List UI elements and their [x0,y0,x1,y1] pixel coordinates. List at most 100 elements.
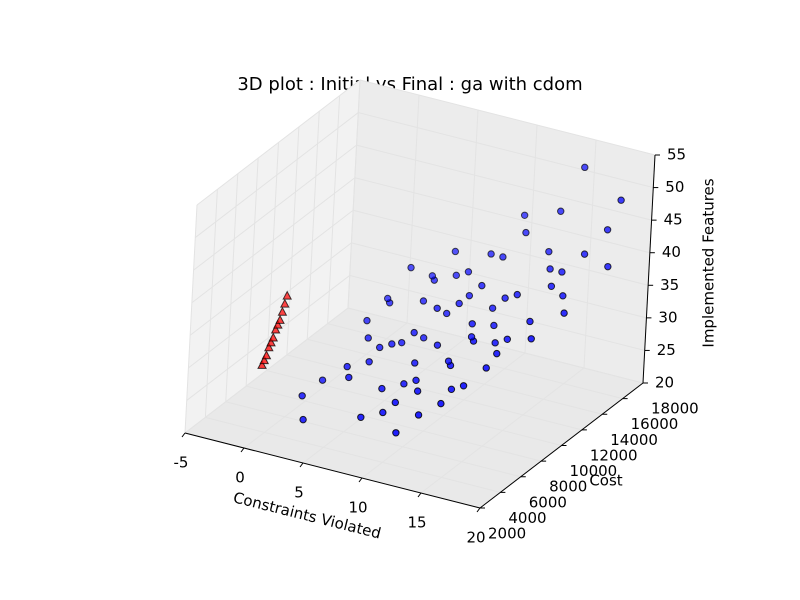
grid-line [225,173,239,402]
point [365,358,373,366]
point [617,196,625,204]
grid-line [327,95,341,324]
point [277,306,288,316]
point [560,309,568,317]
grid-line [351,242,647,319]
grid-line [356,144,652,221]
point [527,335,535,343]
point [501,294,509,302]
grid-line [204,189,218,418]
x-tick-label: 15 [407,514,426,532]
grid-line [225,401,521,478]
grid-line [358,112,654,189]
grid-line [286,126,300,355]
point [467,333,476,341]
y-tick-label: 12000 [590,446,638,464]
point [392,429,400,437]
y-tick-label: 8000 [549,478,587,496]
point [364,334,372,342]
point [343,362,351,371]
x-tick [181,432,186,438]
grid-line [194,112,359,238]
point [557,207,565,215]
grid-line [354,177,650,254]
point [275,314,285,324]
point [428,272,437,280]
x-tick-label: 20 [466,529,485,547]
point [375,343,384,352]
grid-line [196,79,361,206]
point [279,298,290,308]
y-tick-label: 4000 [508,509,546,527]
z-tick-label: 40 [662,243,681,261]
point [257,359,267,369]
point [299,415,307,424]
grid-line [205,416,501,493]
point [259,355,270,365]
grid-line [266,370,562,446]
point [419,297,428,305]
point [520,211,529,219]
grid-line [465,109,479,339]
point [447,385,456,394]
point [546,265,554,273]
point [451,247,460,256]
point [604,262,612,271]
point [268,332,279,342]
point [391,398,400,407]
point [547,282,556,290]
grid-line [184,204,198,434]
point [273,319,283,329]
grid-line [359,79,656,156]
point [488,304,497,312]
grid-line [189,209,354,336]
point [442,309,451,318]
point [513,290,521,299]
point [263,342,274,352]
x-tick [417,492,422,498]
point [526,317,534,326]
x-tick [358,477,363,483]
point [261,350,272,360]
grid-line [246,385,542,462]
point [559,292,567,300]
grid-line [186,275,351,401]
point [455,299,463,308]
point [558,268,566,276]
grid-line [583,139,597,369]
x-tick [240,447,245,453]
grid-line [245,158,259,387]
point [580,250,589,258]
point [444,357,453,365]
grid-line [524,124,538,354]
z-tick-label: 20 [655,374,674,392]
point [433,304,441,312]
y-tick-label: 18000 [651,400,699,418]
point [503,335,511,343]
point [413,387,422,395]
x-tick-label: -5 [174,454,189,472]
grid-line [327,323,623,400]
point [490,321,498,330]
point [545,247,553,256]
point [433,341,442,349]
point [345,373,353,382]
point [318,376,327,384]
x-tick [476,507,481,513]
point [522,228,530,237]
grid-line [266,142,279,371]
point [266,337,276,347]
y-tick-label: 16000 [631,415,679,433]
grid-line [286,354,582,431]
y-tick-label: 10000 [570,462,618,480]
point [459,382,468,390]
point [437,399,445,408]
z-tick-label: 45 [664,211,683,229]
point [482,364,490,372]
y-tick-label: 14000 [610,431,658,449]
x-tick-label: 10 [348,499,367,517]
z-tick-label: 30 [658,308,677,326]
point [378,384,386,393]
grid-line [193,144,357,271]
point [581,163,589,172]
